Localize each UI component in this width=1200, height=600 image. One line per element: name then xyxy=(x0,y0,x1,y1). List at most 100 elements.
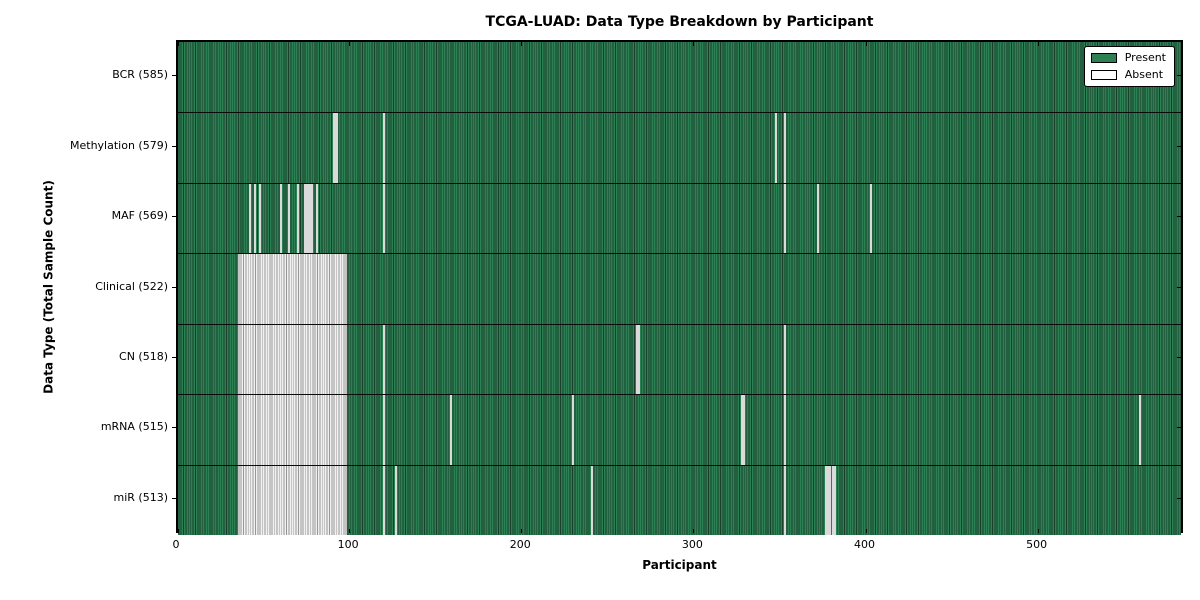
inner-x-tick-mark xyxy=(1037,42,1039,46)
inner-right-tick-mark xyxy=(1177,216,1181,218)
inner-x-tick-mark xyxy=(865,529,867,533)
row-methylation xyxy=(178,112,1181,183)
absent-block xyxy=(238,464,347,535)
row-divider xyxy=(178,182,1181,184)
absent-mark xyxy=(833,464,836,535)
absent-mark xyxy=(382,394,385,465)
inner-x-tick-mark xyxy=(521,529,523,533)
x-tick-label: 100 xyxy=(337,538,359,551)
absent-mark xyxy=(305,182,308,254)
absent-mark xyxy=(740,394,743,465)
row-mrna xyxy=(178,394,1181,465)
absent-mark xyxy=(307,182,310,254)
absent-mark xyxy=(825,464,828,535)
absent-mark xyxy=(303,182,306,254)
absent-mark xyxy=(828,464,831,535)
absent-mark xyxy=(332,112,335,183)
inner-x-tick-mark xyxy=(865,42,867,46)
absent-mark xyxy=(296,182,299,254)
y-tick-mark xyxy=(172,356,176,358)
row-divider xyxy=(178,394,1181,396)
absent-mark xyxy=(336,112,339,183)
y-tick-label: Methylation (579) xyxy=(70,138,168,152)
inner-x-tick-mark xyxy=(178,42,179,46)
absent-mark xyxy=(1138,394,1141,465)
absent-mark xyxy=(816,182,819,254)
absent-mark xyxy=(591,464,594,535)
x-tick-label: 0 xyxy=(172,538,180,551)
row-cn xyxy=(178,323,1181,395)
x-tick-label: 300 xyxy=(681,538,703,551)
inner-right-tick-mark xyxy=(1177,286,1181,288)
inner-x-tick-mark xyxy=(693,42,695,46)
plot-area: Present Absent xyxy=(176,40,1183,535)
y-tick-mark xyxy=(172,75,176,77)
absent-mark xyxy=(775,112,778,183)
absent-mark xyxy=(637,323,640,395)
row-mir xyxy=(178,464,1181,535)
absent-mark xyxy=(826,464,829,535)
legend-present-swatch xyxy=(1090,53,1117,63)
absent-mark xyxy=(394,464,397,535)
row-clinical xyxy=(178,253,1181,324)
absent-mark xyxy=(572,394,575,465)
row-bcr xyxy=(178,42,1181,113)
y-tick-label: MAF (569) xyxy=(111,209,168,223)
absent-mark xyxy=(308,182,311,254)
y-tick-label: Clinical (522) xyxy=(95,279,168,293)
absent-mark xyxy=(783,112,786,183)
absent-mark xyxy=(742,394,745,465)
row-divider xyxy=(178,464,1181,466)
absent-mark xyxy=(382,323,385,395)
x-tick-label: 200 xyxy=(509,538,531,551)
chart-title: TCGA-LUAD: Data Type Breakdown by Partic… xyxy=(485,14,874,30)
absent-mark xyxy=(783,182,786,254)
absent-mark xyxy=(258,182,261,254)
absent-block xyxy=(238,323,347,395)
absent-mark xyxy=(832,464,835,535)
absent-mark xyxy=(253,182,256,254)
x-axis-label: Participant xyxy=(642,558,717,572)
inner-right-tick-mark xyxy=(1177,497,1181,499)
y-tick-label: miR (513) xyxy=(113,490,169,504)
absent-mark xyxy=(382,112,385,183)
row-divider xyxy=(178,253,1181,255)
x-tick-label: 400 xyxy=(854,538,876,551)
y-tick-mark xyxy=(172,216,176,218)
absent-mark xyxy=(783,323,786,395)
absent-mark xyxy=(382,182,385,254)
legend-absent-swatch xyxy=(1090,70,1117,80)
row-maf xyxy=(178,182,1181,254)
y-tick-mark xyxy=(172,497,176,499)
inner-x-tick-mark xyxy=(349,42,351,46)
legend-present-label: Present xyxy=(1124,51,1166,64)
y-tick-label: BCR (585) xyxy=(112,68,168,82)
absent-mark xyxy=(382,464,385,535)
inner-x-tick-mark xyxy=(521,42,523,46)
absent-mark xyxy=(635,323,638,395)
legend-item-absent: Absent xyxy=(1090,68,1166,81)
x-tick-label: 500 xyxy=(1026,538,1048,551)
absent-block xyxy=(238,394,347,465)
absent-mark xyxy=(279,182,282,254)
y-tick-mark xyxy=(172,145,176,147)
row-divider xyxy=(178,323,1181,325)
y-tick-label: mRNA (515) xyxy=(100,420,168,434)
inner-x-tick-mark xyxy=(178,529,179,533)
absent-mark xyxy=(288,182,291,254)
absent-mark xyxy=(315,182,318,254)
absent-block xyxy=(238,253,347,324)
y-tick-label: CN (518) xyxy=(119,349,168,363)
y-tick-mark xyxy=(172,427,176,429)
row-divider xyxy=(178,112,1181,114)
legend: Present Absent xyxy=(1083,46,1175,87)
absent-mark xyxy=(310,182,313,254)
absent-mark xyxy=(449,394,452,465)
absent-mark xyxy=(783,394,786,465)
inner-right-tick-mark xyxy=(1177,75,1181,77)
legend-item-present: Present xyxy=(1090,51,1166,64)
inner-x-tick-mark xyxy=(349,529,351,533)
legend-absent-label: Absent xyxy=(1124,68,1164,81)
absent-mark xyxy=(334,112,337,183)
